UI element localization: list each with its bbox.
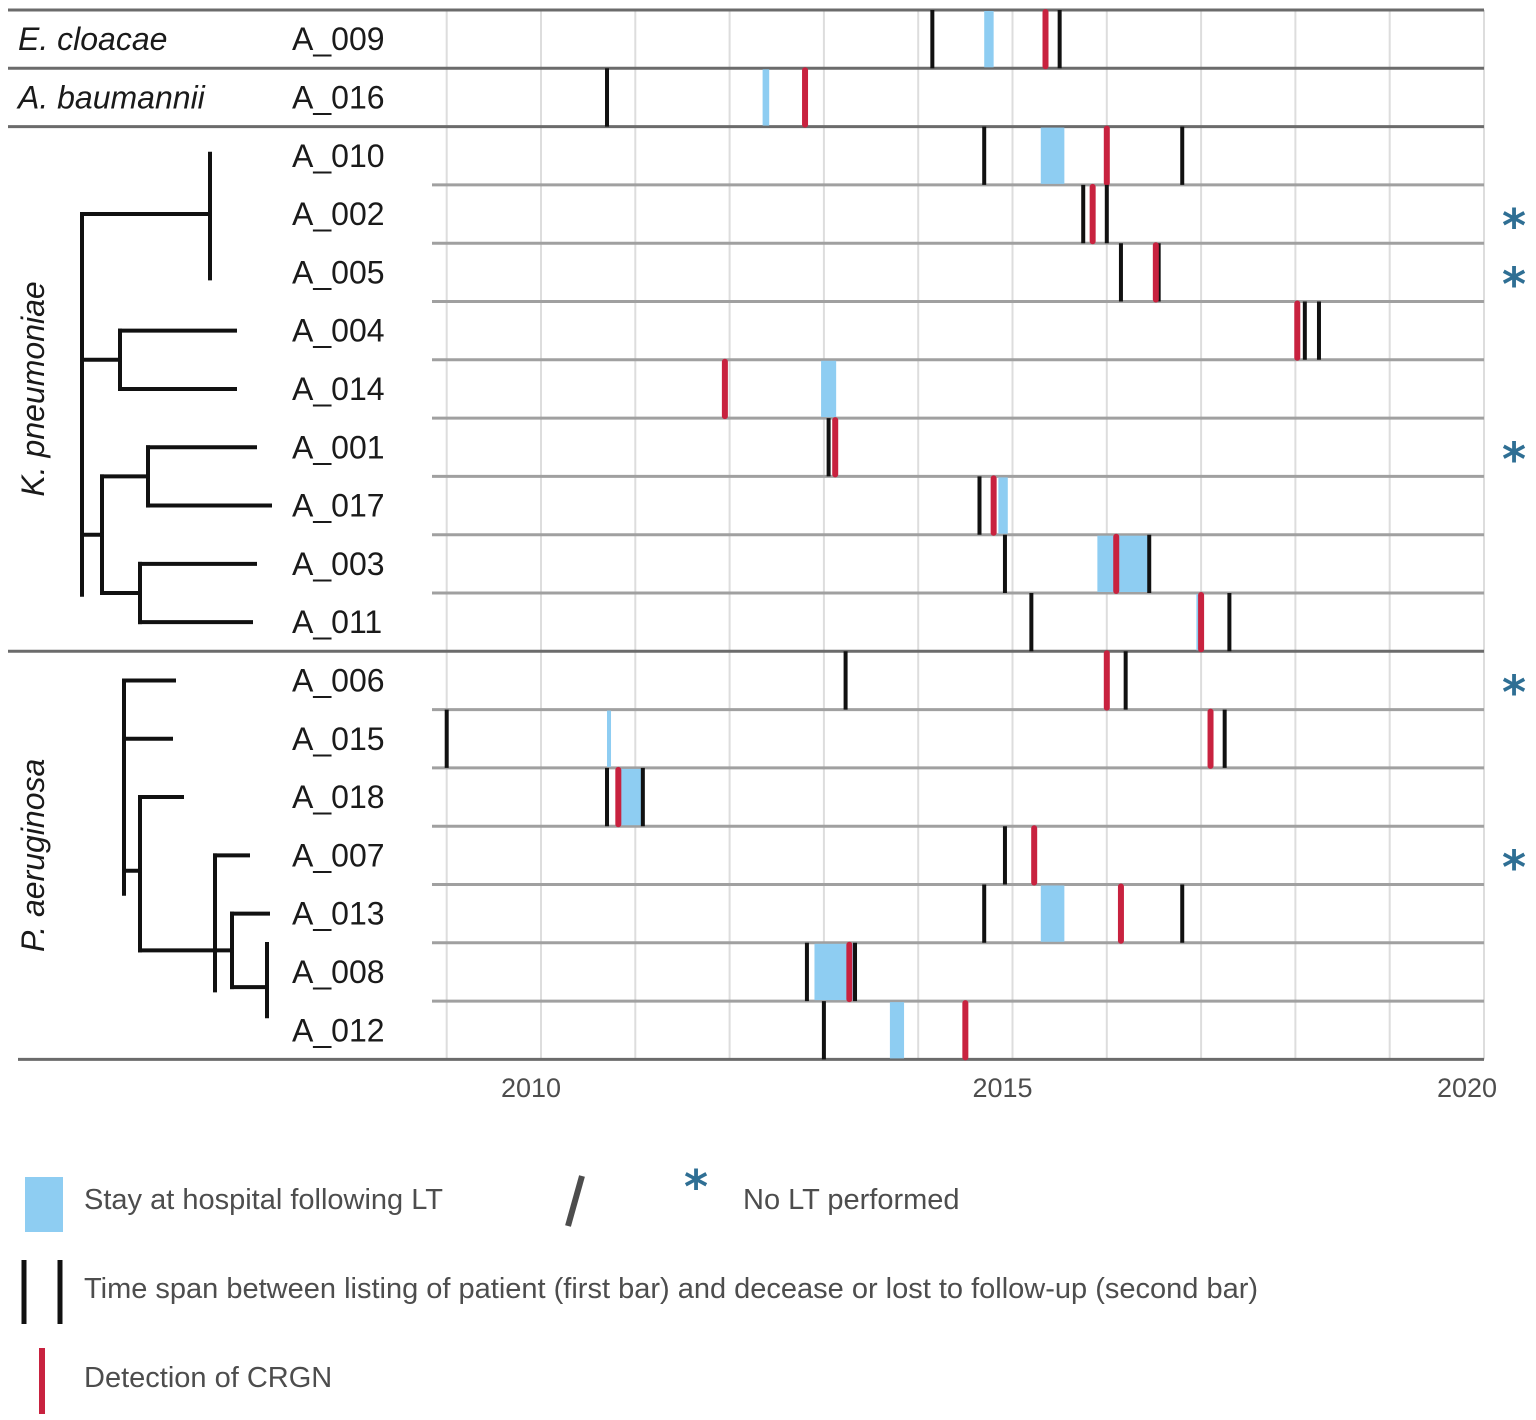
legend-listing-label: Time span between listing of patient (fi… <box>84 1273 1259 1305</box>
no-lt-markers: ***** <box>1502 199 1526 894</box>
species-label: E. cloacae <box>18 21 167 57</box>
patient-label: A_003 <box>292 546 385 582</box>
patient-labels: A_009 A_016 A_010 A_002 A_005 A_004 A_014 A_001… <box>292 21 385 1048</box>
legend-crgn-label: Detection of CRGN <box>84 1362 333 1394</box>
hospital-stay-bar <box>984 11 994 68</box>
no-lt-star-icon: * <box>1502 665 1526 719</box>
species-labels: E. cloacae A. baumannii K. pneumoniae P. ae… <box>15 21 206 952</box>
event-marks <box>444 9 1321 1061</box>
species-label: P. aeruginosa <box>15 759 51 952</box>
patient-label: A_004 <box>292 313 385 349</box>
hospital-stay-bar <box>607 710 612 767</box>
legend-no-lt-label: No LT performed <box>743 1184 960 1216</box>
patient-label: A_002 <box>292 196 385 232</box>
row-separators <box>8 8 1484 1061</box>
patient-label: A_013 <box>292 896 385 932</box>
phylogenetic-trees <box>80 151 272 1019</box>
hospital-stay-bar <box>821 360 837 418</box>
patient-label: A_005 <box>292 254 385 290</box>
no-lt-star-icon: * <box>1502 257 1526 311</box>
x-axis-ticks: 2010 2015 2020 <box>501 1073 1497 1103</box>
patient-label: A_012 <box>292 1012 385 1048</box>
hospital-stay-bar <box>1097 535 1150 592</box>
patient-label: A_010 <box>292 138 385 174</box>
patient-label: A_008 <box>292 954 385 990</box>
hospital-stay-bar <box>889 1002 905 1059</box>
x-tick-label: 2015 <box>972 1073 1032 1103</box>
patient-label: A_018 <box>292 779 385 815</box>
hospital-stay-bar <box>762 69 770 126</box>
species-label: A. baumannii <box>16 79 206 115</box>
timeline-chart: A_009 A_016 A_010 A_002 A_005 A_004 A_014 A_001… <box>8 8 1526 1103</box>
hospital-stay-bar <box>1040 885 1065 942</box>
legend-crgn-bar-icon <box>39 1348 45 1414</box>
legend-slash-icon <box>565 1175 585 1227</box>
legend-stay-label: Stay at hospital following LT <box>84 1184 443 1216</box>
legend-stay-swatch <box>25 1177 63 1232</box>
no-lt-star-icon: * <box>1502 432 1526 486</box>
patient-label: A_007 <box>292 837 385 873</box>
patient-label: A_015 <box>292 721 385 757</box>
no-lt-star-icon: * <box>1502 199 1526 253</box>
no-lt-star-icon: * <box>1502 840 1526 894</box>
legend-star-icon: * <box>684 1160 709 1214</box>
patient-label: A_009 <box>292 21 385 57</box>
patient-label: A_014 <box>292 371 385 407</box>
x-tick-label: 2010 <box>501 1073 561 1103</box>
legend-listing-bars-icon <box>21 1260 63 1324</box>
patient-label: A_001 <box>292 429 385 465</box>
patient-label: A_016 <box>292 79 385 115</box>
species-label: K. pneumoniae <box>15 281 51 496</box>
patient-label: A_017 <box>292 488 385 524</box>
x-tick-label: 2020 <box>1437 1073 1497 1103</box>
patient-label: A_011 <box>292 604 382 640</box>
hospital-stay-bar <box>1040 127 1065 184</box>
hospital-stay-bar <box>998 477 1008 534</box>
patient-label: A_006 <box>292 662 385 698</box>
